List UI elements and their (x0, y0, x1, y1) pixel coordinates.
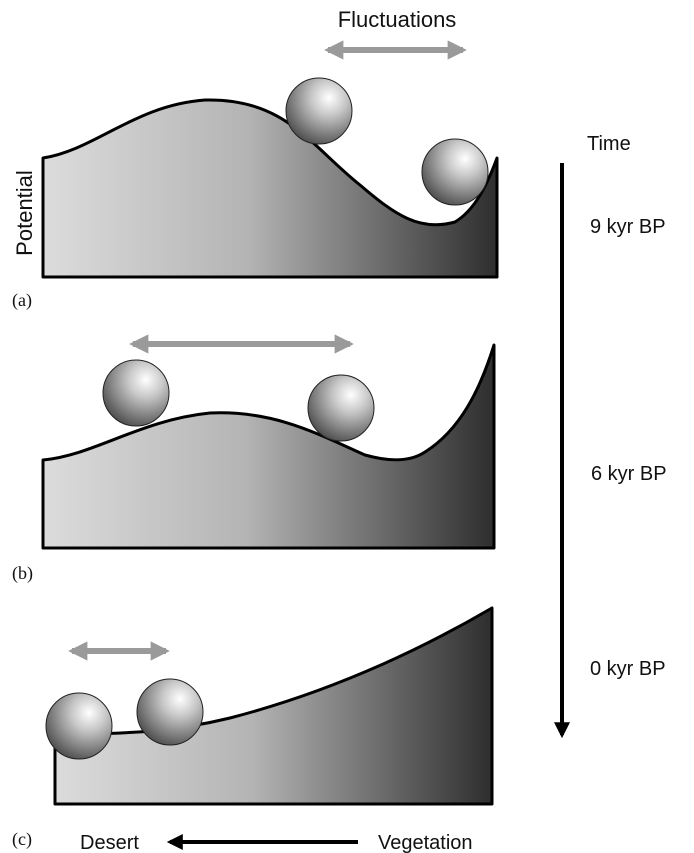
vegetation-label: Vegetation (378, 832, 473, 853)
ball-a-valley (421, 138, 489, 206)
panel-tag-c: (c) (12, 829, 32, 850)
fluctuations-label: Fluctuations (338, 7, 457, 32)
landscape-c (53, 606, 494, 806)
time-tick-6kyr: 6 kyr BP (591, 463, 667, 485)
ball-b-right (307, 374, 375, 442)
ball-a-slope (285, 77, 353, 145)
landscape-a (41, 98, 499, 279)
potential-axis-label: Potential (12, 170, 37, 256)
landscape-b (41, 343, 496, 550)
time-label: Time (587, 133, 631, 155)
panel-c: (c) (12, 606, 494, 850)
panel-tag-b: (b) (12, 563, 33, 584)
desert-label: Desert (80, 832, 139, 853)
time-tick-9kyr: 9 kyr BP (590, 216, 666, 238)
state-axis: Desert Vegetation (80, 832, 473, 853)
ball-c-left (45, 692, 113, 760)
time-tick-0kyr: 0 kyr BP (590, 658, 666, 680)
time-axis: Time 9 kyr BP 6 kyr BP 0 kyr BP (554, 133, 667, 739)
ball-b-left (102, 359, 170, 427)
panel-a: Fluctuations Potential (a) (12, 7, 499, 311)
ball-c-right (136, 678, 204, 746)
panel-b: (b) (12, 334, 496, 584)
panel-tag-a: (a) (12, 290, 32, 311)
